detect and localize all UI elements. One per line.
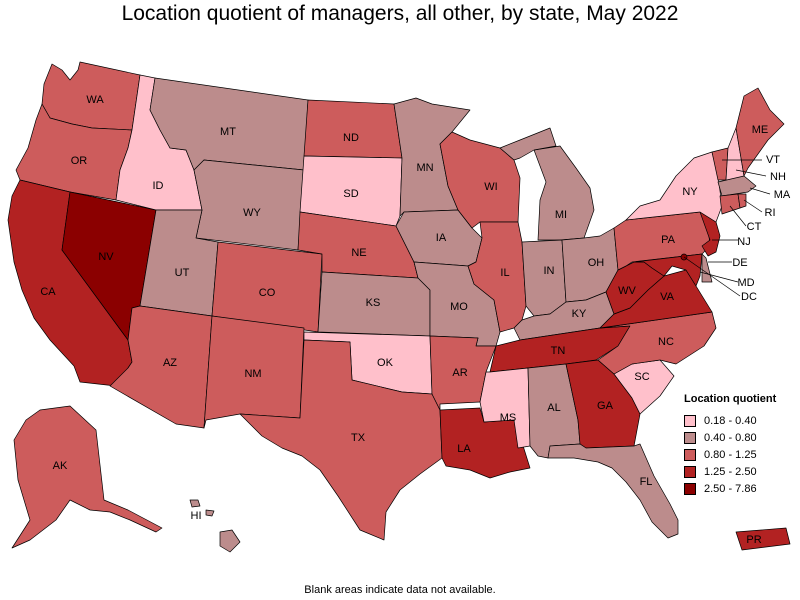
footnote: Blank areas indicate data not available. bbox=[304, 584, 496, 596]
state-hi[interactable] bbox=[219, 529, 241, 553]
label-ar: AR bbox=[452, 367, 467, 379]
label-nv: NV bbox=[98, 251, 114, 263]
label-ca: CA bbox=[40, 286, 56, 298]
legend-label: 0.40 - 0.80 bbox=[704, 431, 757, 444]
label-tx: TX bbox=[351, 432, 366, 444]
label-nj: NJ bbox=[737, 236, 750, 248]
state-fl[interactable] bbox=[547, 443, 679, 539]
label-ct: CT bbox=[747, 221, 762, 233]
state-de[interactable] bbox=[701, 253, 713, 283]
legend-label: 1.25 - 2.50 bbox=[704, 465, 757, 478]
label-wv: WV bbox=[618, 285, 636, 297]
label-tn: TN bbox=[551, 345, 566, 357]
label-az: AZ bbox=[163, 357, 177, 369]
map-title: Location quotient of managers, all other… bbox=[121, 2, 679, 25]
label-la: LA bbox=[457, 443, 471, 455]
legend-label: 0.80 - 1.25 bbox=[704, 448, 757, 461]
label-me: ME bbox=[752, 124, 769, 136]
label-fl: FL bbox=[640, 476, 653, 488]
label-sd: SD bbox=[343, 188, 358, 200]
label-ma: MA bbox=[774, 189, 791, 201]
state-sd[interactable] bbox=[299, 155, 403, 227]
label-md: MD bbox=[737, 277, 754, 289]
label-nd: ND bbox=[343, 132, 359, 144]
label-in: IN bbox=[544, 265, 555, 277]
label-dc: DC bbox=[741, 291, 757, 303]
legend-label: 0.18 - 0.40 bbox=[704, 414, 757, 427]
legend-title: Location quotient bbox=[684, 393, 777, 405]
state-mi[interactable] bbox=[533, 145, 595, 241]
label-co: CO bbox=[259, 287, 276, 299]
label-vt: VT bbox=[766, 154, 780, 166]
label-wi: WI bbox=[484, 181, 497, 193]
label-mt: MT bbox=[220, 126, 236, 138]
label-pr: PR bbox=[746, 534, 761, 546]
label-il: IL bbox=[500, 267, 509, 279]
legend-label: 2.50 - 7.86 bbox=[704, 482, 757, 495]
label-mn: MN bbox=[416, 162, 433, 174]
label-ak: AK bbox=[53, 460, 68, 472]
label-ms: MS bbox=[500, 412, 517, 424]
label-va: VA bbox=[660, 291, 675, 303]
legend-item: 0.80 - 1.25 bbox=[684, 446, 794, 463]
label-wy: WY bbox=[243, 207, 261, 219]
state-md[interactable] bbox=[633, 253, 703, 287]
label-ny: NY bbox=[682, 186, 698, 198]
state-hi-islands-2 bbox=[205, 509, 215, 517]
label-al: AL bbox=[547, 402, 560, 414]
label-hi: HI bbox=[191, 510, 202, 522]
label-mo: MO bbox=[450, 301, 468, 313]
label-nm: NM bbox=[244, 368, 261, 380]
legend-item: 0.18 - 0.40 bbox=[684, 412, 794, 429]
legend-item: 0.40 - 0.80 bbox=[684, 429, 794, 446]
state-ct[interactable] bbox=[719, 193, 741, 215]
state-ny[interactable] bbox=[625, 151, 723, 223]
label-ga: GA bbox=[597, 400, 614, 412]
state-in[interactable] bbox=[521, 239, 567, 317]
state-nc[interactable] bbox=[597, 311, 717, 375]
label-ne: NE bbox=[351, 247, 366, 259]
label-ok: OK bbox=[377, 357, 394, 369]
state-mi-upper[interactable] bbox=[499, 127, 557, 161]
label-mi: MI bbox=[555, 209, 567, 221]
legend-item: 1.25 - 2.50 bbox=[684, 463, 794, 480]
state-nd[interactable] bbox=[303, 99, 403, 159]
state-wy[interactable] bbox=[193, 159, 305, 251]
label-wa: WA bbox=[86, 94, 104, 106]
label-ia: IA bbox=[436, 232, 447, 244]
label-pa: PA bbox=[661, 234, 676, 246]
label-nh: NH bbox=[770, 171, 786, 183]
state-hi-islands bbox=[189, 499, 201, 508]
legend-swatch bbox=[684, 482, 696, 495]
state-pr[interactable] bbox=[735, 527, 791, 551]
label-ut: UT bbox=[175, 267, 190, 279]
label-oh: OH bbox=[588, 257, 605, 269]
label-ky: KY bbox=[572, 308, 587, 320]
legend: Location quotient 0.18 - 0.40 0.40 - 0.80… bbox=[684, 393, 794, 497]
legend-swatch bbox=[684, 414, 696, 427]
legend-item: 2.50 - 7.86 bbox=[684, 480, 794, 497]
label-id: ID bbox=[153, 180, 164, 192]
state-ri[interactable] bbox=[737, 193, 747, 209]
state-me[interactable] bbox=[735, 87, 785, 177]
label-nc: NC bbox=[658, 336, 674, 348]
legend-items: 0.18 - 0.40 0.40 - 0.80 0.80 - 1.25 1.25 - … bbox=[684, 412, 794, 497]
label-de: DE bbox=[732, 257, 747, 269]
state-nj[interactable] bbox=[699, 211, 721, 257]
label-ks: KS bbox=[366, 297, 381, 309]
northeast-callouts bbox=[683, 159, 771, 297]
state-ma[interactable] bbox=[717, 175, 757, 197]
label-or: OR bbox=[71, 155, 88, 167]
legend-swatch bbox=[684, 431, 696, 444]
legend-swatch bbox=[684, 465, 696, 478]
state-ak[interactable] bbox=[11, 405, 163, 549]
legend-swatch bbox=[684, 448, 696, 461]
label-sc: SC bbox=[634, 371, 649, 383]
label-ri: RI bbox=[765, 207, 776, 219]
